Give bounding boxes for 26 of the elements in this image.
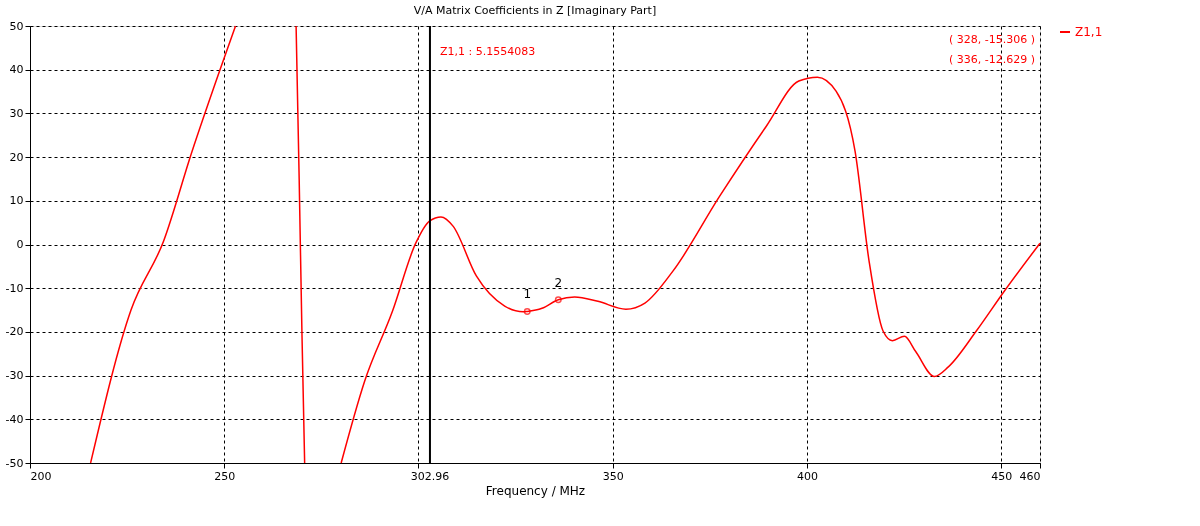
x-tick-label: 200	[30, 469, 52, 483]
x-axis-title: Frequency / MHz	[485, 483, 586, 498]
x-tick-label: 460	[1019, 469, 1041, 483]
x-tick-label: 250	[214, 469, 236, 483]
y-tick-label: 0	[16, 238, 24, 251]
x-tick-label: 350	[602, 469, 624, 483]
x-tick-label: 450	[991, 469, 1013, 483]
y-tick-label: -10	[5, 281, 24, 295]
chart-title: V/A Matrix Coefficients in Z [Imaginary Part]	[413, 4, 657, 17]
y-tick-label: -20	[5, 325, 24, 339]
ref-line-label: 302.96	[410, 470, 450, 483]
legend-label: Z1,1	[1075, 25, 1103, 39]
y-tick-label: -50	[5, 456, 24, 470]
y-tick-label: 20	[9, 150, 24, 164]
y-tick-label: -40	[5, 412, 24, 426]
annotation: 2	[554, 275, 563, 290]
annotation: Z1,1 : 5.1554083	[439, 45, 536, 59]
y-tick-label: 10	[9, 194, 24, 208]
annotation: 1	[523, 287, 532, 302]
y-tick-label: 40	[9, 63, 24, 77]
x-tick-label: 400	[796, 469, 818, 483]
y-tick-label: -30	[5, 369, 24, 383]
annotation: ( 336, -12.629 )	[948, 53, 1035, 66]
y-tick-label: 30	[9, 106, 24, 120]
annotation: ( 328, -15.306 )	[948, 33, 1035, 46]
y-tick-label: 50	[9, 19, 24, 33]
